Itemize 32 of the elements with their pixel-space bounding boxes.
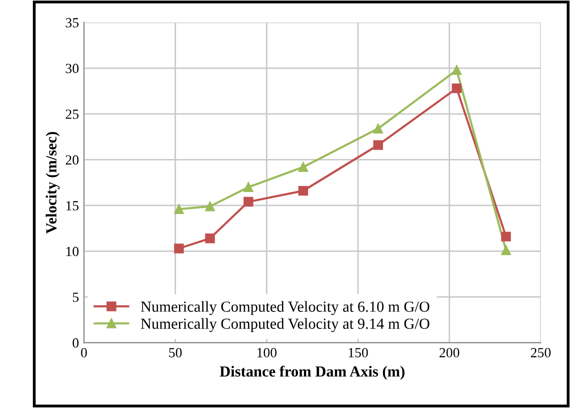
legend-label: Numerically Computed Velocity at 6.10 m G/O <box>140 301 430 315</box>
y-tick-label: 35 <box>66 18 79 28</box>
y-tick-label: 5 <box>72 292 79 302</box>
point <box>452 83 462 94</box>
point <box>244 182 254 192</box>
legend-label: Numerically Computed Velocity at 9.14 m G/O <box>140 318 430 332</box>
point <box>205 234 215 244</box>
point <box>452 65 462 75</box>
point <box>298 162 308 172</box>
y-tick-label: 0 <box>72 338 79 348</box>
y-tick-label: 10 <box>66 246 79 256</box>
x-tick-label: 0 <box>80 348 87 358</box>
point <box>501 232 511 242</box>
point <box>205 202 215 212</box>
y-axis-title: Velocity (m/sec) <box>46 132 60 234</box>
point <box>373 140 383 150</box>
y-tick-label: 30 <box>66 64 79 74</box>
y-tick-label: 25 <box>66 110 79 119</box>
x-tick-label: 150 <box>348 348 368 358</box>
y-tick-label: 20 <box>66 155 79 165</box>
point <box>298 186 308 196</box>
point <box>174 204 184 214</box>
x-tick-label: 50 <box>169 348 182 358</box>
x-tick-label: 200 <box>440 348 460 358</box>
point <box>501 245 511 256</box>
point <box>373 124 383 134</box>
y-tick-label: 15 <box>66 201 79 210</box>
x-axis-title: Distance from Dam Axis (m) <box>220 366 404 380</box>
x-tick-label: 100 <box>257 348 277 358</box>
x-tick-label: 250 <box>530 348 551 358</box>
point <box>174 244 184 254</box>
point <box>244 196 254 207</box>
